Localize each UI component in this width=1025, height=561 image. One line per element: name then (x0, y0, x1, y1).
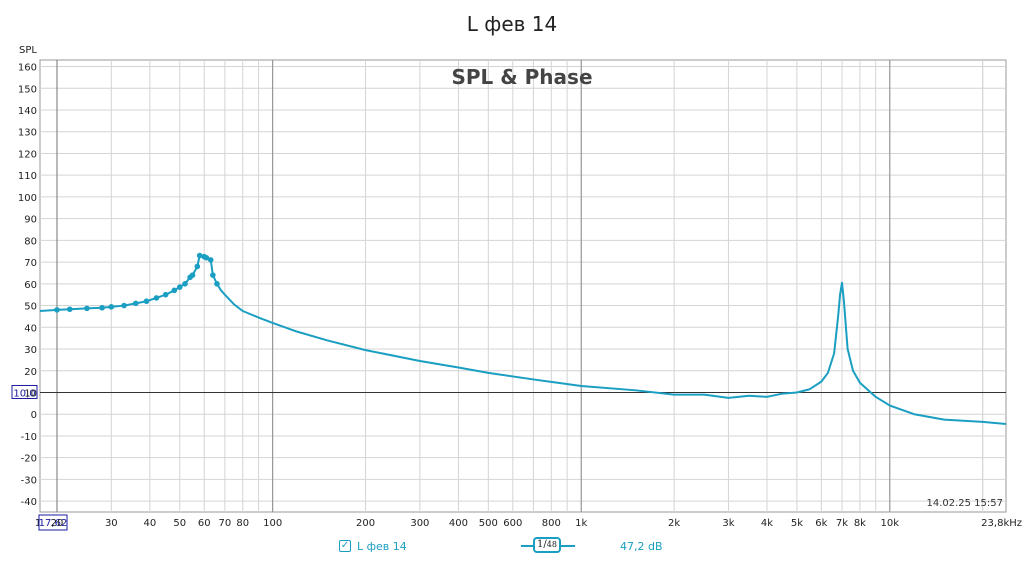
smoothing-fraction[interactable]: 1/48 (533, 537, 561, 553)
smoothing-control[interactable]: 1/48 (521, 536, 575, 556)
data-point (66, 306, 73, 313)
x-tick-label: 800 (542, 518, 561, 529)
data-point (108, 304, 115, 310)
x-tick-label: 50 (173, 518, 186, 529)
x-tick-label: 500 (479, 518, 498, 529)
y-tick-label: 100 (18, 193, 37, 204)
data-point (207, 257, 214, 263)
data-point (162, 291, 169, 298)
data-point (210, 272, 216, 278)
legend-series-label: L фев 14 (357, 539, 407, 553)
data-point (143, 298, 150, 305)
spl-chart[interactable]: L фев 14 SPL 10,0 1601501401301201101009… (0, 0, 1025, 534)
y-tick-label: 130 (18, 128, 37, 139)
x-tick-label: 400 (449, 518, 468, 529)
chart-title: L фев 14 (467, 12, 558, 36)
readout-value: 47,2 dB (620, 539, 663, 553)
data-point (121, 302, 127, 309)
y-tick-label: 150 (18, 84, 37, 95)
data-point (196, 252, 203, 259)
x-tick-label: 17,62 (39, 518, 68, 529)
data-point (153, 295, 160, 301)
x-tick-label: 8k (854, 518, 866, 529)
y-tick-label: -10 (21, 432, 37, 443)
y-tick-label: -20 (21, 454, 37, 465)
data-point (189, 272, 196, 278)
y-tick-label: 20 (24, 367, 37, 378)
data-point (171, 287, 178, 294)
data-point (182, 281, 188, 287)
x-tick-label: 23,8kHz (981, 518, 1022, 529)
x-tick-label: 4k (761, 518, 773, 529)
y-tick-label: 10 (24, 388, 37, 399)
data-point (84, 305, 90, 312)
x-tick-label: 7k (836, 518, 848, 529)
y-tick-label: -40 (21, 497, 37, 508)
data-point (54, 307, 60, 313)
x-tick-label: 20 (51, 518, 64, 529)
x-tick-label: 100 (263, 518, 282, 529)
y-tick-label: 70 (24, 258, 37, 269)
data-point (194, 263, 201, 270)
x-tick-label: 300 (410, 518, 429, 529)
y-tick-label: 50 (24, 302, 37, 313)
y-tick-label: 30 (24, 345, 37, 356)
x-tick-label: 5k (791, 518, 803, 529)
x-tick-label: 10k (881, 518, 900, 529)
plot-area (39, 59, 1007, 513)
legend-series[interactable]: ✓ L фев 14 (339, 537, 407, 555)
y-tick-label: 140 (18, 106, 37, 117)
x-start-box (38, 514, 68, 531)
y-tick-label: 80 (24, 236, 37, 247)
x-tick-label: 40 (144, 518, 157, 529)
data-point (203, 254, 210, 261)
y-tick-label: -30 (21, 475, 37, 486)
x-tick-label: 200 (356, 518, 375, 529)
y-tick-label: 90 (24, 215, 37, 226)
y-axis-label: SPL (19, 45, 37, 56)
data-point (176, 284, 183, 290)
y-tick-label: 120 (18, 149, 37, 160)
y-tick-label: 40 (24, 323, 37, 334)
checkbox-icon[interactable]: ✓ (339, 540, 351, 552)
x-tick-label: 30 (105, 518, 118, 529)
y-tick-label: 60 (24, 280, 37, 291)
x-tick-label: 80 (236, 518, 249, 529)
reference-level-label: 10,0 (13, 388, 35, 399)
spl-readout: 47,2 dB (620, 537, 663, 555)
x-tick-label: 70 (218, 518, 231, 529)
x-tick-label: 600 (503, 518, 522, 529)
chart-subtitle: SPL & Phase (451, 65, 592, 89)
x-tick-label: 60 (198, 518, 211, 529)
y-tick-label: 160 (18, 63, 37, 74)
x-tick-label: 3k (722, 518, 734, 529)
data-point (132, 300, 139, 307)
reference-level-box (11, 384, 38, 399)
y-tick-label: 0 (31, 410, 37, 421)
x-tick-label: 1k (575, 518, 587, 529)
x-tick-label: 6k (815, 518, 827, 529)
x-tick-label: 1 (35, 518, 41, 529)
data-point (214, 281, 220, 287)
x-tick-label: 2k (668, 518, 680, 529)
data-point (99, 304, 105, 311)
timestamp: 14.02.25 15:57 (926, 498, 1003, 509)
y-tick-label: 110 (18, 171, 37, 182)
